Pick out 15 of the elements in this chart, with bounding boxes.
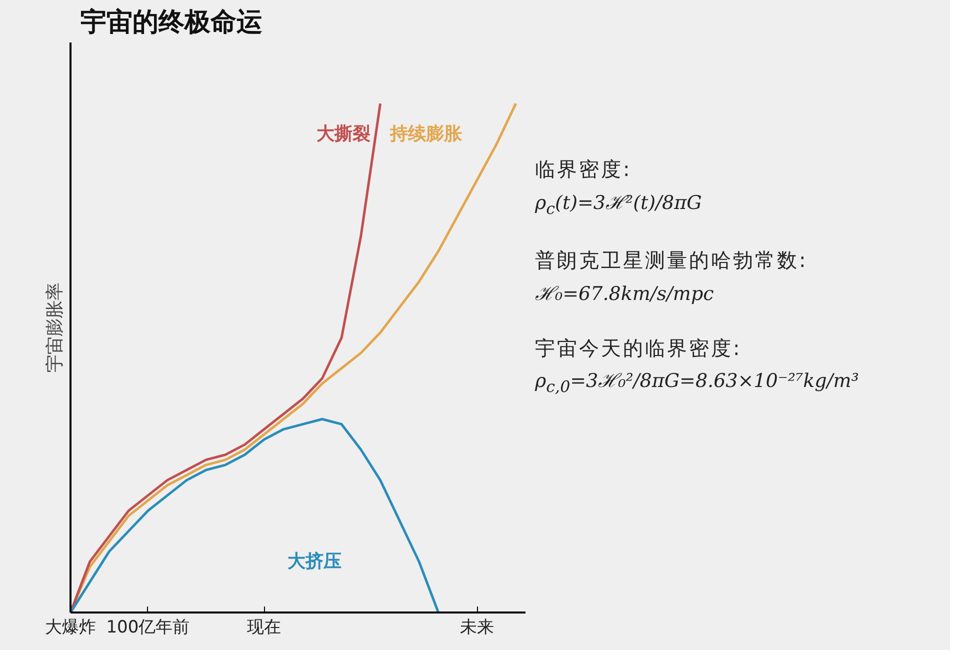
x-tick-label: 现在 [247,618,282,638]
text: 宇宙今天的临界密度: [535,334,743,362]
series-label: 大撕裂 [316,124,371,145]
x-tick-label: 100亿年前 [106,618,190,638]
text: 普朗克卫星测量的哈勃常数: [535,246,809,274]
text: ℋ₀=67.8km/s/mpc [535,282,715,307]
series-label: 持续膨胀 [388,124,463,145]
x-tick-label: 未来 [460,618,494,638]
y-axis-title: 宇宙膨胀率 [44,282,66,372]
x-tick-label: 大爆炸 [45,618,96,638]
text: 临界密度: [535,156,633,183]
text: ρ$_{c,0}$=3ℋ₀²/8πG=8.63×10⁻²⁷kg/m³ [535,369,859,398]
text: ρ$_{c}$(t)=3ℋ²(t)/8πG [535,190,703,220]
text: 大挤压 [286,551,342,572]
chart-title: 宇宙的终极命运 [80,8,262,38]
